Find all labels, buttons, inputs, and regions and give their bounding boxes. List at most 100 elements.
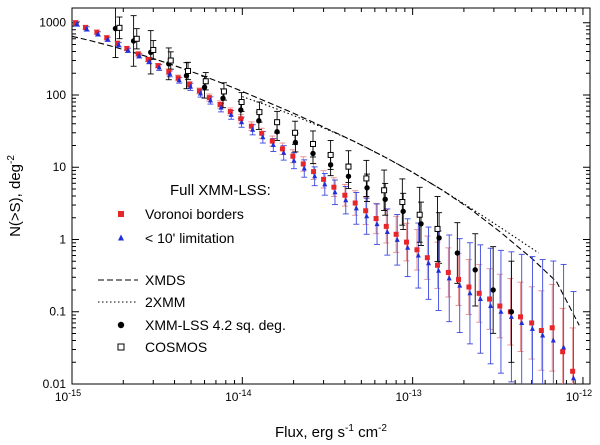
point-limit10 xyxy=(228,111,234,117)
point-limit10 xyxy=(405,244,411,250)
point-voronoi xyxy=(321,176,327,182)
point-xmmlss42 xyxy=(220,95,226,102)
point-limit10 xyxy=(332,189,338,195)
point-xmmlss42 xyxy=(418,221,424,227)
point-limit10 xyxy=(446,275,452,281)
point-voronoi xyxy=(424,255,430,261)
point-xmmlss42 xyxy=(436,235,442,241)
point-limit10 xyxy=(116,41,122,47)
point-voronoi xyxy=(187,81,193,87)
point-cosmos xyxy=(327,151,334,158)
point-limit10 xyxy=(291,157,297,163)
point-limit10 xyxy=(550,337,556,343)
y-tick-label: 1000 xyxy=(39,16,66,30)
ticks-layer: 10-15 10-14 10-13 10-12 0.01 0.1 1 10 100 1000 xyxy=(39,8,592,404)
point-limit10 xyxy=(312,173,318,179)
point-limit10 xyxy=(167,70,173,76)
point-voronoi xyxy=(311,169,317,175)
point-limit10 xyxy=(508,313,514,319)
point-cosmos xyxy=(256,109,263,116)
point-cosmos xyxy=(202,78,209,85)
point-voronoi xyxy=(269,138,275,144)
point-limit10 xyxy=(488,303,494,309)
point-limit10 xyxy=(519,319,525,325)
point-xmmlss42 xyxy=(292,139,299,146)
point-limit10 xyxy=(426,260,432,266)
point-voronoi xyxy=(435,262,441,268)
point-voronoi xyxy=(279,146,285,152)
point-xmmlss42 xyxy=(472,267,478,273)
point-limit10 xyxy=(529,325,535,331)
point-voronoi xyxy=(403,239,409,245)
point-xmmlss42 xyxy=(382,196,388,203)
point-voronoi xyxy=(549,325,555,331)
point-limit10 xyxy=(156,64,162,70)
point-limit10 xyxy=(477,296,483,302)
y-tick-label: 0.01 xyxy=(43,377,67,391)
legend-label-2xmm: 2XMM xyxy=(145,294,185,310)
x-tick-label: 10-12 xyxy=(566,388,592,404)
point-xmmlss42 xyxy=(345,173,352,179)
point-limit10 xyxy=(270,142,276,148)
point-xmmlss42 xyxy=(327,162,334,168)
point-voronoi xyxy=(414,247,420,253)
legend-title: Full XMM-LSS: xyxy=(170,182,271,199)
point-voronoi xyxy=(175,75,181,81)
point-voronoi xyxy=(259,130,265,136)
point-xmmlss42 xyxy=(256,118,262,124)
point-cosmos xyxy=(274,119,281,126)
point-limit10 xyxy=(136,52,142,58)
x-tick-label: 10-13 xyxy=(395,388,421,404)
point-limit10 xyxy=(343,197,349,203)
point-voronoi xyxy=(363,208,369,214)
point-voronoi xyxy=(82,24,88,30)
point-voronoi xyxy=(155,63,161,69)
point-voronoi xyxy=(94,29,100,35)
point-voronoi xyxy=(352,200,358,206)
y-tick-label: 0.1 xyxy=(49,305,66,319)
point-voronoi xyxy=(456,276,462,282)
point-voronoi xyxy=(206,95,212,101)
point-cosmos xyxy=(292,129,299,136)
point-limit10 xyxy=(207,97,213,103)
point-xmmlss42 xyxy=(201,84,208,90)
point-limit10 xyxy=(281,149,287,155)
point-voronoi xyxy=(135,51,141,57)
legend-label-xmmlss42: XMM-LSS 4.2 sq. deg. xyxy=(145,317,286,333)
point-voronoi xyxy=(529,320,535,326)
point-cosmos xyxy=(381,187,388,194)
point-limit10 xyxy=(436,267,442,273)
point-limit10 xyxy=(250,126,256,132)
legend-label-xmds: XMDS xyxy=(145,272,185,288)
x-tick-label: 10-15 xyxy=(55,388,81,404)
point-voronoi xyxy=(570,368,576,374)
y-tick-label: 1 xyxy=(59,232,66,246)
point-voronoi xyxy=(560,349,566,355)
point-limit10 xyxy=(540,332,546,338)
model-curve-twoxmm xyxy=(242,96,540,254)
point-voronoi xyxy=(518,314,524,320)
point-cosmos xyxy=(238,99,245,105)
point-limit10 xyxy=(457,282,463,288)
legend-symbol-cosmos xyxy=(117,343,125,351)
point-voronoi xyxy=(196,88,202,94)
point-voronoi xyxy=(238,116,244,122)
point-limit10 xyxy=(187,83,193,89)
point-voronoi xyxy=(104,35,110,41)
point-voronoi xyxy=(115,40,121,46)
point-limit10 xyxy=(74,21,80,27)
y-axis-title: N(>S), deg-2 xyxy=(6,155,24,237)
point-voronoi xyxy=(300,161,306,167)
point-cosmos xyxy=(167,57,174,64)
legend-label-cosmos: COSMOS xyxy=(145,339,207,355)
point-limit10 xyxy=(239,119,245,125)
point-limit10 xyxy=(260,134,266,140)
point-voronoi xyxy=(538,328,544,334)
point-cosmos xyxy=(220,88,227,95)
point-limit10 xyxy=(561,344,567,350)
y-tick-label: 100 xyxy=(46,88,66,102)
point-limit10 xyxy=(498,308,504,314)
point-voronoi xyxy=(290,153,296,159)
point-voronoi xyxy=(124,46,130,52)
